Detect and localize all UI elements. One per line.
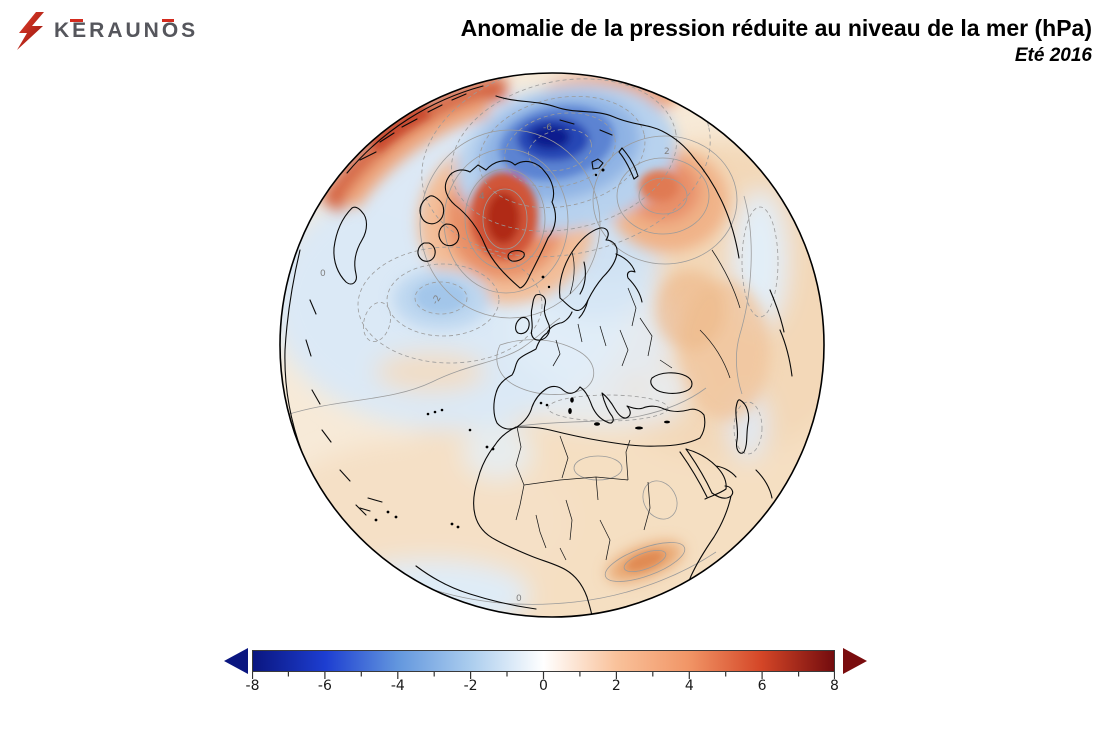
coastlines [284,85,793,617]
colorbar-right-arrow [843,648,867,674]
contour-lines-dashed [357,73,779,455]
country-borders [515,249,741,561]
contour-lines [285,129,752,605]
brand-name: KERAUNOS [54,12,198,50]
tick-label: -8 [245,678,260,694]
globe-outline [279,72,825,618]
colorbar-ticks [252,672,835,679]
lightning-bolt-icon [17,12,44,50]
tick-label: 8 [830,678,839,694]
contour-label-atlantic: -2 [431,294,444,307]
colorbar-gradient [252,650,835,672]
contour-label-greenland: 4 [479,192,485,202]
tick-label: 2 [611,678,621,694]
tick-label: -4 [390,678,405,694]
keraunos-logo: KERAUNOS [16,12,198,50]
contour-label-arctic: -6 [543,123,552,133]
island-dots [374,168,670,529]
chart-subtitle: Eté 2016 [1014,44,1092,66]
chart-title: Anomalie de la pression réduite au nivea… [460,15,1092,41]
contour-label-nw-russia: 2 [664,147,670,157]
tick-label: -6 [317,678,332,694]
colorbar-left-arrow [224,648,248,674]
colorbar: -8 -6 -4 -2 0 2 4 6 8 [246,650,839,694]
colorbar-tick-labels: -8 -6 -4 -2 0 2 4 6 8 [246,678,839,698]
contour-labels: 4 2 -2 -6 0 0 [320,123,670,604]
title-block: Anomalie de la pression réduite au nivea… [461,14,1092,67]
tick-label: 4 [684,678,694,694]
tick-label: 6 [757,678,767,694]
contour-label-zero-left: 0 [320,269,326,279]
contour-label-zero-bottom: 0 [516,594,522,604]
tick-label: 0 [539,678,548,694]
tick-label: -2 [463,678,478,694]
